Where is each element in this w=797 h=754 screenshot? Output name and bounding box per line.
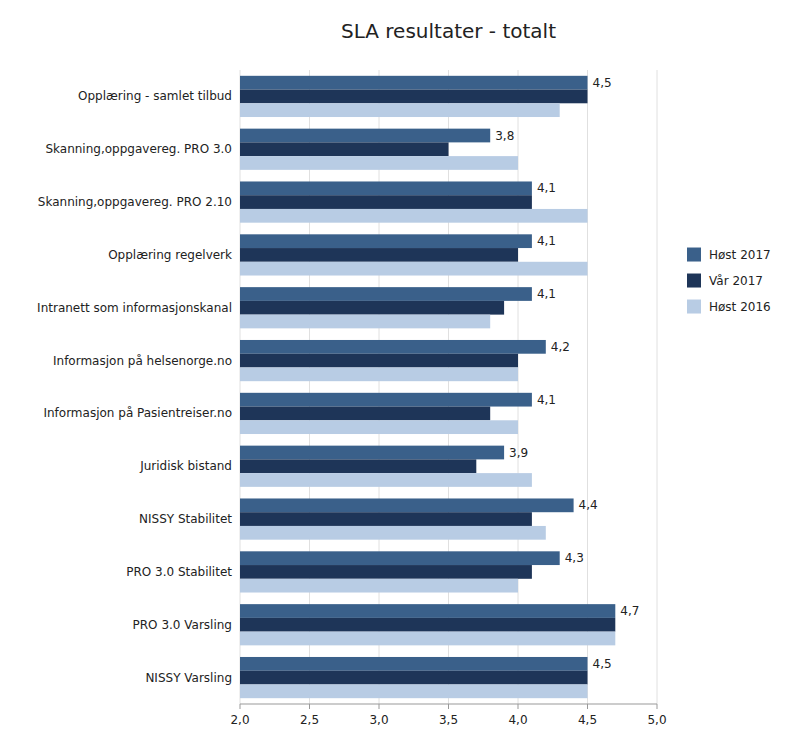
- bar: [240, 234, 532, 248]
- bar: [240, 473, 532, 487]
- bar: [240, 195, 532, 209]
- tick-label: 2,0: [230, 713, 249, 727]
- bar: [240, 632, 615, 646]
- bar: [240, 671, 588, 685]
- data-label: 4,7: [620, 604, 639, 618]
- bar: [240, 181, 532, 195]
- tick-mark: [518, 704, 519, 709]
- tick-mark: [240, 704, 241, 709]
- bar: [240, 459, 476, 473]
- tick-label: 4,0: [508, 713, 527, 727]
- tick-label: 3,5: [439, 713, 458, 727]
- bar: [240, 526, 546, 540]
- bar: [240, 340, 546, 354]
- legend-label: Vår 2017: [709, 274, 763, 288]
- bar: [240, 103, 560, 117]
- tick-mark: [657, 704, 658, 709]
- bar: [240, 657, 588, 671]
- legend-swatch: [687, 300, 701, 314]
- bar: [240, 420, 518, 434]
- bar: [240, 287, 532, 301]
- bar: [240, 407, 490, 421]
- bar: [240, 90, 588, 104]
- data-label: 4,3: [565, 551, 584, 565]
- data-label: 3,9: [509, 446, 528, 460]
- legend-swatch: [687, 274, 701, 288]
- tick-label: 3,0: [369, 713, 388, 727]
- bars: [240, 76, 615, 698]
- legend-swatch: [687, 248, 701, 262]
- bar: [240, 301, 504, 315]
- category-label: Skanning,oppgavereg. PRO 3.0: [45, 142, 232, 156]
- category-label: Informasjon på Pasientreiser.no: [43, 406, 232, 420]
- data-label: 4,2: [551, 340, 570, 354]
- data-label: 4,1: [537, 181, 556, 195]
- legend-label: Høst 2016: [709, 300, 771, 314]
- bar: [240, 354, 518, 368]
- bar: [240, 565, 532, 579]
- data-label: 4,4: [579, 498, 598, 512]
- bar: [240, 315, 490, 329]
- category-label: NISSY Varsling: [145, 671, 232, 685]
- tick-mark: [587, 704, 588, 709]
- bar: [240, 209, 588, 223]
- bar: [240, 393, 532, 407]
- legend: Høst 2017 Vår 2017 Høst 2016: [687, 248, 771, 314]
- bar: [240, 551, 560, 565]
- tick-label: 4,5: [578, 713, 597, 727]
- legend-label: Høst 2017: [709, 248, 771, 262]
- bar: [240, 604, 615, 618]
- bar: [240, 684, 588, 698]
- bar: [240, 129, 490, 143]
- category-label: Juridisk bistand: [139, 459, 232, 473]
- data-label: 4,5: [593, 657, 612, 671]
- category-label: Opplæring - samlet tilbud: [78, 89, 232, 103]
- category-label: Skanning,oppgavereg. PRO 2.10: [38, 195, 232, 209]
- bar: [240, 446, 504, 460]
- bar: [240, 579, 518, 593]
- bar: [240, 512, 532, 526]
- bar: [240, 262, 588, 276]
- data-label: 3,8: [495, 129, 514, 143]
- category-label: Informasjon på helsenorge.no: [53, 354, 232, 368]
- bar: [240, 498, 574, 512]
- tick-label: 2,5: [300, 713, 319, 727]
- category-label: Opplæring regelverk: [108, 248, 232, 262]
- category-label: PRO 3.0 Varsling: [133, 618, 232, 632]
- tick-mark: [379, 704, 380, 709]
- bar: [240, 367, 518, 381]
- data-label: 4,1: [537, 287, 556, 301]
- category-label: PRO 3.0 Stabilitet: [126, 565, 232, 579]
- category-label: Intranett som informasjonskanal: [37, 301, 232, 315]
- data-label: 4,1: [537, 393, 556, 407]
- tick-mark: [448, 704, 449, 709]
- data-labels: 4,5 4,7 4,3 4,4 3,9 4,1 4,2 4,1 4,1 4,1 3,8 4,5: [495, 76, 639, 671]
- bar: [240, 142, 449, 156]
- tick-mark: [309, 704, 310, 709]
- bar: [240, 76, 588, 90]
- chart: SLA resultater - totalt 2,0 2,5 3,0 3,5 4,0 4,…: [0, 0, 797, 754]
- data-label: 4,1: [537, 234, 556, 248]
- tick-label: 5,0: [647, 713, 666, 727]
- data-label: 4,5: [593, 76, 612, 90]
- category-label: NISSY Stabilitet: [139, 512, 232, 526]
- bar: [240, 156, 518, 170]
- bar: [240, 248, 518, 262]
- title: SLA resultater - totalt: [341, 19, 556, 43]
- bar: [240, 618, 615, 632]
- grid-line: [657, 70, 658, 704]
- x-axis-line: [240, 704, 657, 705]
